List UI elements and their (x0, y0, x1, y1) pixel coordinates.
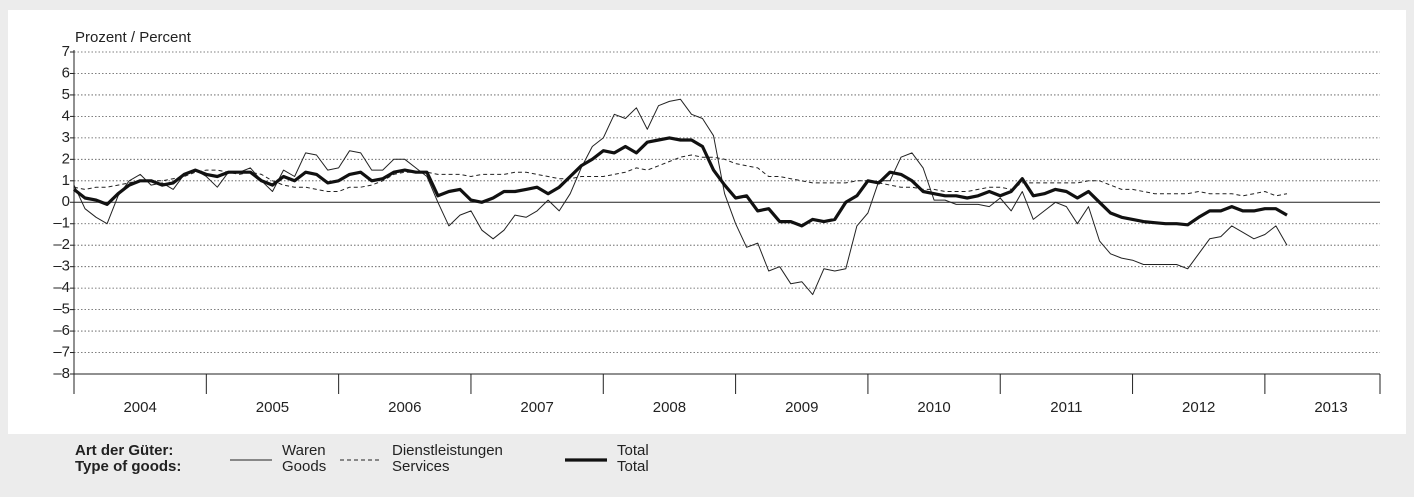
plot-panel (8, 10, 1406, 434)
x-tick-label: 2006 (388, 399, 421, 416)
legend-title: Art der Güter: (75, 442, 173, 459)
y-tick-label: –4 (53, 279, 70, 296)
x-tick-label: 2010 (917, 399, 950, 416)
legend-label: Goods (282, 458, 326, 475)
x-tick-label: 2004 (123, 399, 156, 416)
legend-title: Type of goods: (75, 458, 181, 475)
legend-label: Total (617, 458, 649, 475)
y-tick-label: 0 (62, 193, 70, 210)
y-tick-label: –7 (53, 344, 70, 361)
x-tick-label: 2009 (785, 399, 818, 416)
series-line (73, 98, 1288, 296)
y-axis-label: Prozent / Percent (75, 29, 192, 46)
y-tick-label: 6 (62, 64, 70, 81)
y-tick-label: 7 (62, 43, 70, 60)
x-tick-label: 2008 (653, 399, 686, 416)
x-tick-label: 2005 (256, 399, 289, 416)
y-tick-label: –6 (53, 322, 70, 339)
y-tick-label: –3 (53, 258, 70, 275)
legend-label: Dienstleistungen (392, 442, 503, 459)
legend-label: Services (392, 458, 450, 475)
x-tick-label: 2012 (1182, 399, 1215, 416)
x-tick-label: 2013 (1314, 399, 1347, 416)
series-line (73, 136, 1288, 228)
y-tick-label: 5 (62, 86, 70, 103)
legend-label: Total (617, 442, 649, 459)
y-tick-label: 1 (62, 172, 70, 189)
y-tick-label: –2 (53, 236, 70, 253)
legend-label: Waren (282, 442, 326, 459)
x-tick-label: 2011 (1050, 399, 1082, 416)
y-tick-label: 3 (62, 129, 70, 146)
y-tick-label: 2 (62, 150, 70, 167)
x-tick-label: 2007 (520, 399, 553, 416)
y-tick-label: –1 (53, 215, 70, 232)
y-tick-label: –8 (53, 365, 70, 382)
y-tick-label: 4 (62, 107, 70, 124)
y-tick-label: –5 (53, 301, 70, 318)
